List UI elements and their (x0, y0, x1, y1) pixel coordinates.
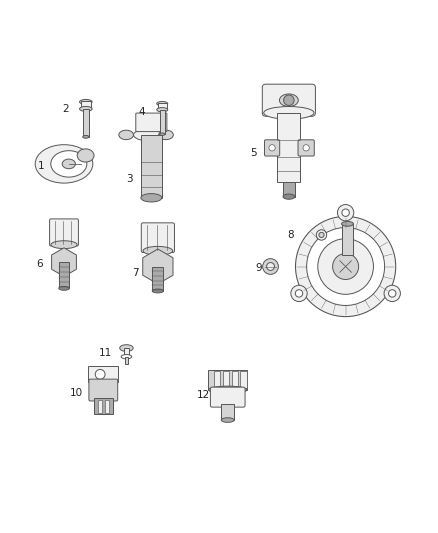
Ellipse shape (121, 354, 132, 359)
Ellipse shape (120, 345, 133, 351)
Ellipse shape (119, 130, 134, 140)
FancyBboxPatch shape (210, 387, 245, 407)
Text: 6: 6 (37, 260, 43, 269)
Ellipse shape (59, 286, 69, 290)
Bar (94, 398, 113, 414)
Ellipse shape (157, 108, 168, 112)
Circle shape (384, 285, 400, 302)
Ellipse shape (62, 159, 75, 169)
Text: 11: 11 (99, 348, 112, 358)
Ellipse shape (51, 241, 77, 248)
Circle shape (95, 369, 105, 379)
Text: 3: 3 (126, 174, 133, 184)
Ellipse shape (157, 101, 168, 106)
FancyBboxPatch shape (136, 113, 167, 132)
FancyBboxPatch shape (265, 140, 280, 156)
Circle shape (284, 95, 294, 106)
Ellipse shape (143, 246, 173, 255)
Text: 10: 10 (70, 388, 83, 398)
Text: 5: 5 (251, 148, 257, 158)
Bar (88, 367, 118, 382)
Circle shape (269, 144, 275, 151)
Bar (214, 371, 220, 389)
Ellipse shape (51, 151, 87, 177)
Bar (232, 371, 238, 389)
Bar (221, 405, 234, 420)
Ellipse shape (208, 386, 247, 393)
Circle shape (303, 144, 309, 151)
Ellipse shape (35, 144, 93, 183)
Ellipse shape (342, 221, 353, 226)
Polygon shape (143, 249, 173, 284)
Bar (148, 118, 155, 128)
Circle shape (318, 239, 374, 294)
Ellipse shape (221, 418, 234, 422)
FancyBboxPatch shape (49, 219, 78, 246)
Ellipse shape (264, 107, 314, 119)
Text: 2: 2 (62, 104, 69, 114)
Ellipse shape (152, 289, 163, 293)
Bar (59, 262, 69, 288)
Bar (105, 400, 109, 413)
Bar (98, 400, 102, 413)
Ellipse shape (141, 193, 162, 202)
Bar (223, 371, 229, 389)
Text: 12: 12 (197, 390, 210, 400)
Text: 7: 7 (132, 268, 138, 278)
Ellipse shape (279, 94, 298, 107)
Bar (152, 266, 163, 291)
Ellipse shape (80, 100, 92, 104)
Bar (283, 182, 295, 197)
Ellipse shape (159, 130, 173, 140)
FancyBboxPatch shape (141, 223, 174, 253)
FancyBboxPatch shape (89, 379, 118, 401)
Ellipse shape (145, 116, 158, 121)
Bar (141, 135, 162, 198)
Ellipse shape (77, 149, 94, 162)
Bar (240, 371, 247, 389)
Text: 1: 1 (38, 161, 44, 171)
Circle shape (319, 232, 324, 238)
Circle shape (267, 263, 275, 270)
Circle shape (332, 254, 359, 279)
FancyBboxPatch shape (262, 84, 315, 116)
Circle shape (389, 290, 396, 297)
Circle shape (263, 259, 279, 274)
Ellipse shape (134, 128, 169, 141)
Ellipse shape (83, 135, 89, 138)
Circle shape (296, 216, 396, 317)
Polygon shape (52, 248, 76, 277)
Circle shape (291, 285, 307, 302)
Bar (83, 109, 89, 137)
Bar (124, 348, 129, 357)
Text: 8: 8 (288, 230, 294, 240)
Text: 9: 9 (255, 263, 261, 273)
Ellipse shape (80, 107, 92, 111)
Ellipse shape (283, 194, 295, 199)
Bar (277, 113, 300, 182)
Bar (81, 101, 91, 109)
Circle shape (316, 230, 327, 240)
Bar (208, 369, 247, 390)
Bar (159, 110, 165, 134)
Circle shape (307, 228, 385, 305)
Circle shape (342, 209, 350, 216)
Bar (158, 103, 167, 110)
Bar (125, 357, 128, 365)
Ellipse shape (159, 133, 165, 135)
Circle shape (337, 205, 354, 221)
Bar (342, 224, 353, 255)
Circle shape (295, 290, 303, 297)
Text: 4: 4 (138, 107, 145, 117)
FancyBboxPatch shape (298, 140, 314, 156)
